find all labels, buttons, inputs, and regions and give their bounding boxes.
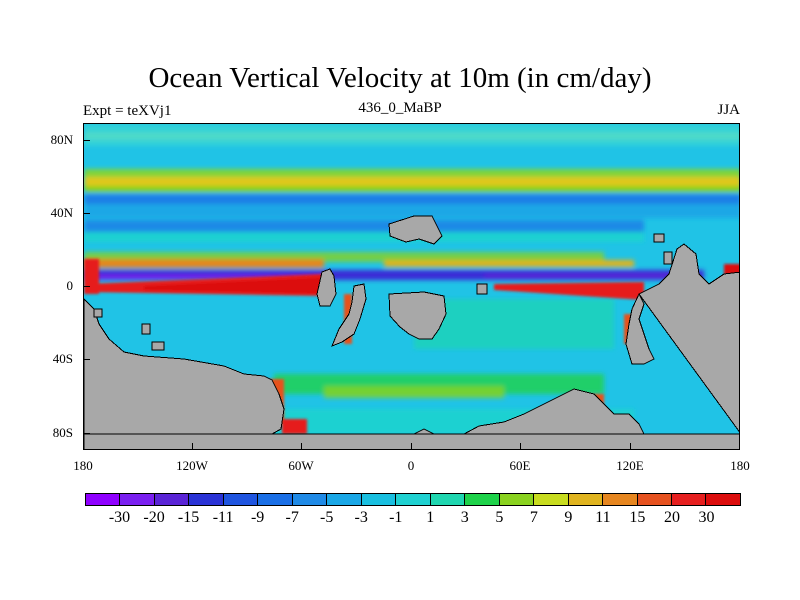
x-tick-label: 120W	[176, 458, 208, 473]
colorbar	[85, 493, 741, 506]
y-tick-label: 40N	[50, 205, 73, 220]
land-masses	[84, 215, 739, 449]
colorbar-label: 15	[629, 509, 646, 526]
y-tick-label: 0	[66, 278, 74, 293]
northeast-island	[653, 233, 665, 243]
y-tick	[83, 140, 90, 141]
colorbar-cell	[706, 494, 740, 505]
x-tick	[411, 443, 412, 450]
x-tick	[192, 443, 193, 450]
y-tick-label: 40S	[52, 351, 73, 366]
colorbar-label: -15	[177, 509, 200, 526]
african-landmass	[388, 291, 447, 340]
x-tick	[630, 443, 631, 450]
colorbar-cell	[534, 494, 569, 505]
x-tick-label: 120E	[616, 458, 644, 473]
small-island	[141, 323, 151, 335]
colorbar-label: -7	[285, 509, 299, 526]
colorbar-label: -30	[108, 509, 131, 526]
colorbar-cell	[361, 494, 397, 505]
colorbar-cell	[637, 494, 672, 505]
colorbar-cell	[292, 494, 328, 505]
colorbar-label: 30	[698, 509, 715, 526]
colorbar-cell	[258, 494, 293, 505]
y-tick	[83, 286, 90, 287]
colorbar-cell	[603, 494, 638, 505]
colorbar-label: -3	[354, 509, 368, 526]
small-island	[93, 308, 103, 318]
colorbar-cell	[568, 494, 604, 505]
colorbar-cell	[189, 494, 224, 505]
x-tick-label: 60E	[509, 458, 531, 473]
southern-polar-land	[84, 433, 739, 449]
colorbar-cell	[499, 494, 535, 505]
y-tick-label: 80N	[50, 132, 73, 147]
experiment-label: Expt = teXVj1	[83, 103, 172, 119]
x-tick-label: 180	[730, 458, 750, 473]
colorbar-label: -9	[250, 509, 265, 526]
x-tick-label: 60W	[288, 458, 314, 473]
map-plot-area	[83, 123, 740, 450]
x-tick	[301, 443, 302, 450]
y-tick	[83, 213, 90, 214]
colorbar-label: 1	[426, 509, 435, 526]
x-tick-label: 0	[407, 458, 415, 473]
colorbar-label: 11	[595, 509, 611, 526]
season-label: JJA	[717, 102, 740, 118]
colorbar-cell	[154, 494, 190, 505]
colorbar-cell	[671, 494, 707, 505]
colorbar-cell	[120, 494, 155, 505]
colorbar-label: 20	[663, 509, 680, 526]
map-title: Ocean Vertical Velocity at 10m (in cm/da…	[148, 62, 652, 94]
central-landmass	[316, 268, 337, 307]
eastern-continent	[273, 243, 739, 449]
western-continent	[84, 298, 285, 435]
x-tick-label: 180	[73, 458, 93, 473]
northern-landmass	[388, 215, 443, 245]
small-island	[476, 283, 488, 295]
colorbar-label: -11	[212, 509, 234, 526]
colorbar-cell	[430, 494, 466, 505]
northeast-island	[663, 251, 673, 265]
y-tick-label: 80S	[52, 425, 73, 440]
colorbar-cell	[327, 494, 362, 505]
eastern-coastal-strip	[625, 292, 655, 365]
x-tick	[520, 443, 521, 450]
central-island-chain	[331, 283, 367, 347]
colorbar-label: 7	[529, 509, 538, 526]
colorbar-cell	[465, 494, 500, 505]
colorbar-cell	[223, 494, 259, 505]
colorbar-label: -1	[389, 509, 403, 526]
colorbar-cell	[86, 494, 121, 505]
colorbar-label: 5	[495, 509, 504, 526]
small-island	[151, 341, 165, 351]
time-period-label: 436_0_MaBP	[358, 100, 442, 116]
y-tick	[83, 359, 90, 360]
colorbar-label: -5	[320, 509, 334, 526]
velocity-field-map	[84, 124, 739, 449]
y-tick	[83, 433, 90, 434]
colorbar-label: 9	[564, 509, 573, 526]
colorbar-label: 3	[460, 509, 469, 526]
colorbar-label: -20	[143, 509, 165, 526]
colorbar-cell	[396, 494, 431, 505]
